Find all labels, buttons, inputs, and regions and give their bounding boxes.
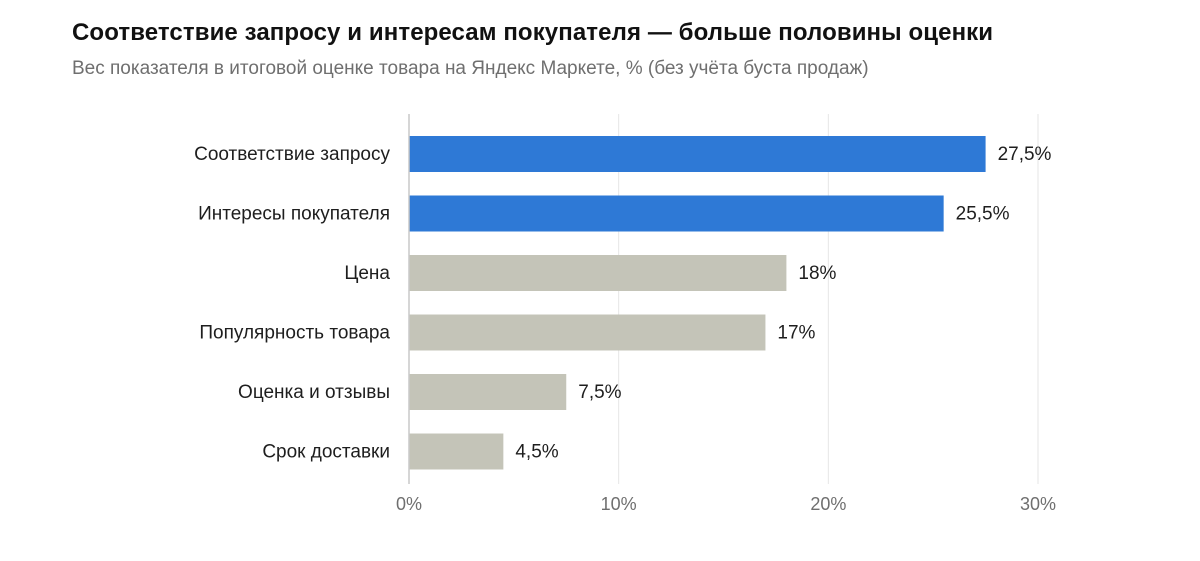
data-label: 17% <box>777 323 815 344</box>
x-tick-label: 30% <box>1020 494 1056 514</box>
category-label: Цена <box>344 263 390 284</box>
bar <box>409 195 944 232</box>
data-label: 18% <box>798 263 836 284</box>
category-label: Популярность товара <box>199 323 390 344</box>
category-label: Срок доставки <box>262 442 390 463</box>
category-label: Соответствие запросу <box>194 144 390 165</box>
x-tick-label: 10% <box>601 494 637 514</box>
bar <box>409 374 567 410</box>
chart-title: Соответствие запросу и интересам покупат… <box>72 19 994 46</box>
data-label: 27,5% <box>998 144 1052 165</box>
chart-subtitle: Вес показателя в итоговой оценке товара … <box>72 58 869 79</box>
data-label: 7,5% <box>578 382 621 403</box>
category-label: Интересы покупателя <box>198 204 390 225</box>
bar <box>409 433 504 470</box>
x-tick-label: 20% <box>810 494 846 514</box>
data-label: 4,5% <box>515 442 558 463</box>
bar <box>409 136 986 172</box>
data-label: 25,5% <box>956 204 1010 225</box>
bar <box>409 314 766 351</box>
category-label: Оценка и отзывы <box>238 382 390 403</box>
bar <box>409 255 787 291</box>
x-tick-label: 0% <box>396 494 422 514</box>
